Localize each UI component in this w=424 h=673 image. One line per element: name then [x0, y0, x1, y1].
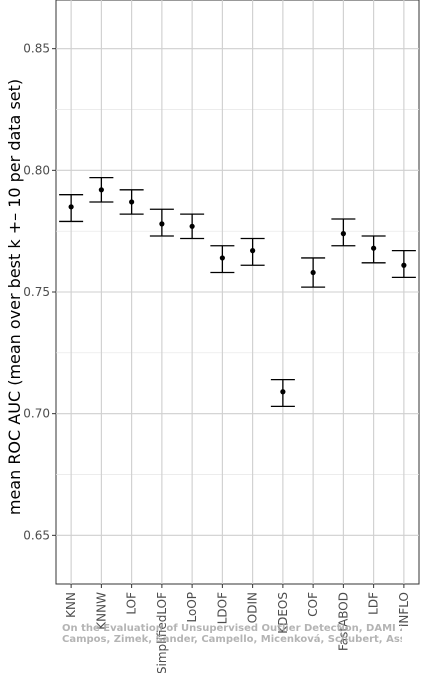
mean-point	[401, 262, 407, 268]
error-bars	[59, 176, 416, 408]
y-tick-label: 0.65	[23, 528, 50, 542]
x-tick-label: LDOF	[215, 592, 229, 624]
watermark-line-1: On the Evaluation of Unsupervised Outlie…	[62, 623, 402, 634]
mean-point	[280, 389, 286, 395]
mean-point	[219, 255, 225, 261]
y-tick-label: 0.85	[23, 42, 50, 56]
x-tick-label: LoOP	[185, 592, 199, 623]
mean-point	[189, 223, 195, 229]
mean-point	[371, 245, 377, 251]
x-tick-label: KDEOS	[276, 592, 290, 634]
x-tick-label: INFLO	[397, 592, 411, 627]
x-tick-label: SimplifiedLOF	[155, 592, 169, 673]
y-tick-label: 0.70	[23, 407, 50, 421]
mean-point	[159, 221, 165, 227]
mean-point	[129, 199, 135, 205]
y-gridlines	[56, 48, 419, 536]
x-tick-label: KNNW	[94, 592, 108, 630]
watermark-line-2: Campos, Zimek, Sander, Campello, Micenko…	[62, 634, 402, 645]
mean-point	[250, 248, 256, 254]
y-axis: 0.65 0.70 0.75 0.80 0.85	[23, 42, 56, 542]
mean-point	[98, 187, 104, 193]
mean-point	[340, 231, 346, 237]
x-tick-label: LOF	[125, 592, 139, 615]
x-tick-label: LDF	[367, 592, 381, 615]
y-tick-label: 0.75	[23, 285, 50, 299]
x-axis: KNN KNNW LOF SimplifiedLOF LoOP LDOF ODIN KDEOS…	[64, 584, 411, 673]
mean-point	[310, 269, 316, 276]
x-gridlines	[70, 0, 405, 584]
x-tick-label: FastABOD	[336, 592, 350, 651]
y-axis-label: mean ROC AUC (mean over best k +– 10 per…	[5, 79, 24, 515]
y-tick-label: 0.80	[23, 163, 50, 177]
x-tick-label: KNN	[64, 592, 78, 618]
x-tick-label: ODIN	[246, 592, 260, 623]
mean-point	[68, 204, 74, 210]
x-tick-label: COF	[306, 592, 320, 617]
